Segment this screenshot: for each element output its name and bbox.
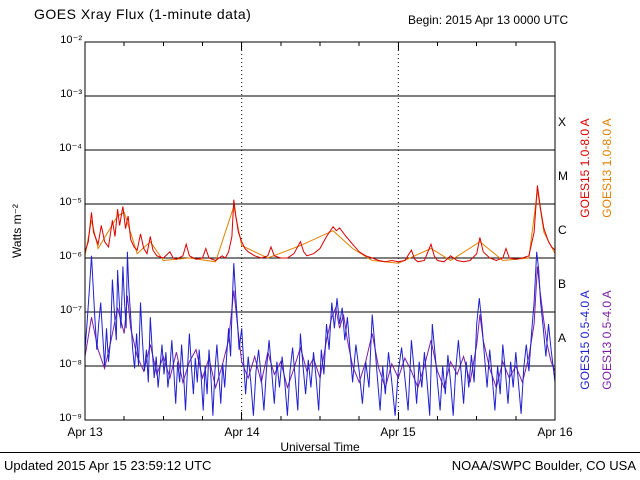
x-tick-label: Apr 15 [380,425,416,439]
y-tick-label: 10⁻⁹ [59,412,82,424]
flare-class-c: C [558,223,567,237]
flare-class-a: A [558,331,567,345]
y-tick-label: 10⁻⁵ [59,196,82,208]
y-tick-label: 10⁻⁷ [59,304,82,316]
legend-goes15-short: GOES15 0.5-4.0 A [578,290,592,390]
y-tick-label: 10⁻⁴ [59,142,82,154]
y-tick-label: 10⁻⁶ [59,250,82,262]
y-tick-label: 10⁻³ [60,88,82,100]
page-title: GOES Xray Flux (1-minute data) [34,6,252,22]
begin-timestamp: Begin: 2015 Apr 13 0000 UTC [408,13,569,27]
footer-divider [0,452,640,453]
trace-goes15-1-0-8-0-a [85,185,555,263]
trace-group [85,185,555,416]
legend-goes13-long: GOES13 1.0-8.0 A [600,118,614,218]
x-tick-label: Apr 14 [224,425,260,439]
trace-goes15-0-5-4-0-a [85,251,555,416]
x-tick-label: Apr 16 [537,425,573,439]
y-tick-label: 10⁻² [60,34,82,46]
legend-goes15-long: GOES15 1.0-8.0 A [578,118,592,218]
trace-goes13-1-0-8-0-a [85,190,555,264]
flare-class-b: B [558,277,567,291]
source-credit: NOAA/SWPC Boulder, CO USA [451,458,636,473]
y-tick-label: 10⁻⁸ [59,358,82,370]
legend-goes13-short: GOES13 0.5-4.0 A [600,290,614,390]
flare-class-x: X [558,115,567,129]
x-axis-label: Universal Time [280,440,360,454]
x-tick-label: Apr 13 [67,425,103,439]
plot-frame [84,41,556,421]
flare-class-m: M [558,169,568,183]
updated-timestamp: Updated 2015 Apr 15 23:59:12 UTC [4,458,212,473]
y-axis-label: Watts m⁻² [10,204,24,258]
